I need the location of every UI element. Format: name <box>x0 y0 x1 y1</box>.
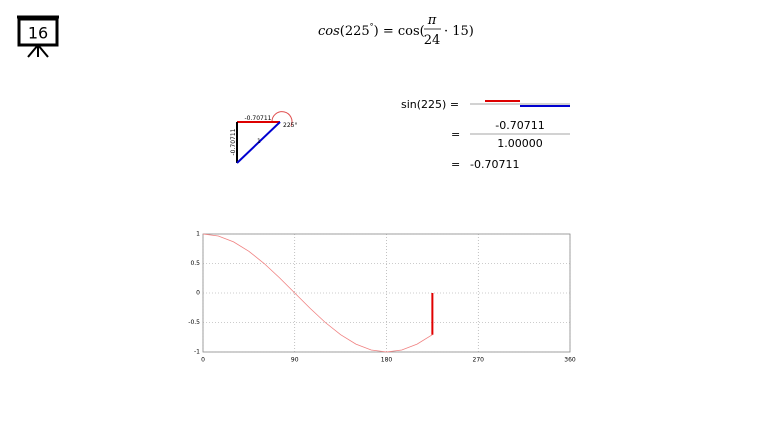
formula: cos(225°) = cos( π 24 · 15) <box>318 13 474 48</box>
hypotenuse <box>236 121 281 164</box>
chart: 0 90 180 270 360 1 0.5 0 -0.5 -1 <box>188 231 576 364</box>
equals: = <box>451 158 460 171</box>
degree: ° <box>370 22 374 31</box>
equation-lhs: sin(225) = <box>401 98 459 111</box>
equation: sin(225) = = -0.70711 1.00000 = -0.70711 <box>401 98 570 171</box>
result: -0.70711 <box>470 158 519 171</box>
slide-number: 16 <box>28 24 48 43</box>
denominator: 1.00000 <box>497 137 543 150</box>
numerator: -0.70711 <box>495 119 544 132</box>
numerator: π <box>427 13 437 28</box>
tail: · 15) <box>444 24 474 39</box>
hypotenuse-label: 1 <box>257 138 261 145</box>
opposite-label: -0.70711 <box>230 128 237 155</box>
x-tick-label: 180 <box>381 357 393 364</box>
icon-leg <box>27 44 39 58</box>
angle-arc <box>271 111 293 127</box>
x-tick-label: 360 <box>564 357 576 364</box>
middle: ) = cos( <box>374 24 425 39</box>
y-tick-label: 0.5 <box>190 260 200 267</box>
triangle: -0.70711 -0.70711 1 225° <box>230 111 297 164</box>
x-tick-label: 90 <box>291 357 299 364</box>
arg: (225 <box>340 24 370 39</box>
icon-leg <box>37 44 49 58</box>
y-tick-label: 0 <box>196 290 200 297</box>
x-tick-label: 0 <box>201 357 205 364</box>
adjacent-label: -0.70711 <box>245 115 272 122</box>
y-tick-label: -0.5 <box>188 319 200 326</box>
angle-label: 225° <box>283 122 297 129</box>
formula-left: cos(225°) = cos( <box>318 22 425 39</box>
y-tick-label: 1 <box>196 231 200 238</box>
denominator: 24 <box>424 33 441 48</box>
slide-icon: 16 <box>17 15 59 58</box>
x-tick-label: 270 <box>473 357 485 364</box>
curve <box>202 233 433 353</box>
equals: = <box>451 128 460 141</box>
func: cos <box>318 24 340 39</box>
y-tick-label: -1 <box>194 349 200 356</box>
